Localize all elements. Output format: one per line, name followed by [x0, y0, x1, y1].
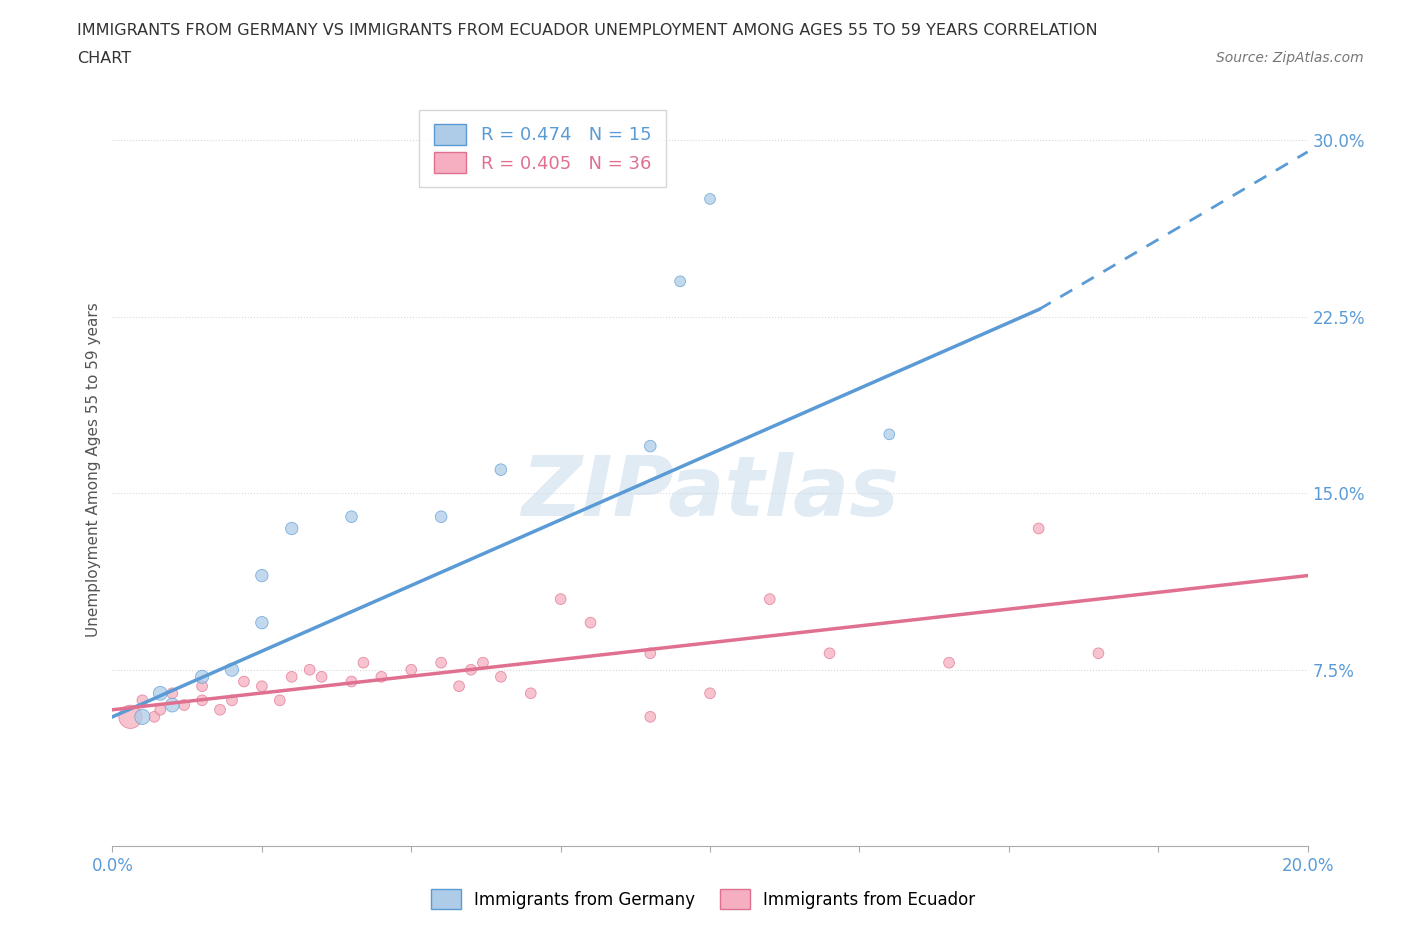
Point — [250, 616, 273, 631]
Point — [640, 645, 662, 660]
Point — [640, 710, 662, 724]
Point — [550, 591, 572, 606]
Text: IMMIGRANTS FROM GERMANY VS IMMIGRANTS FROM ECUADOR UNEMPLOYMENT AMONG AGES 55 TO: IMMIGRANTS FROM GERMANY VS IMMIGRANTS FR… — [77, 23, 1098, 38]
Point — [489, 462, 512, 477]
Point — [131, 710, 153, 724]
Point — [209, 702, 232, 717]
Point — [120, 710, 142, 724]
Point — [401, 662, 423, 677]
Point — [162, 685, 183, 700]
Point — [520, 685, 543, 700]
Legend: R = 0.474   N = 15, R = 0.405   N = 36: R = 0.474 N = 15, R = 0.405 N = 36 — [419, 110, 666, 187]
Point — [191, 670, 214, 684]
Point — [699, 192, 721, 206]
Y-axis label: Unemployment Among Ages 55 to 59 years: Unemployment Among Ages 55 to 59 years — [86, 302, 101, 637]
Point — [131, 693, 153, 708]
Point — [759, 591, 782, 606]
Point — [370, 670, 392, 684]
Legend: Immigrants from Germany, Immigrants from Ecuador: Immigrants from Germany, Immigrants from… — [422, 881, 984, 917]
Point — [311, 670, 333, 684]
Point — [340, 510, 363, 525]
Point — [149, 685, 172, 700]
Point — [460, 662, 482, 677]
Text: Source: ZipAtlas.com: Source: ZipAtlas.com — [1216, 51, 1364, 65]
Point — [699, 685, 721, 700]
Text: ZIPatlas: ZIPatlas — [522, 452, 898, 533]
Point — [640, 439, 662, 454]
Point — [430, 656, 453, 671]
Point — [879, 427, 901, 442]
Point — [489, 670, 512, 684]
Point — [1087, 645, 1109, 660]
Point — [250, 679, 273, 694]
Point — [250, 568, 273, 583]
Point — [472, 656, 495, 671]
Point — [221, 693, 243, 708]
Point — [191, 679, 214, 694]
Point — [669, 274, 692, 289]
Point — [298, 662, 321, 677]
Point — [938, 656, 960, 671]
Point — [579, 616, 602, 631]
Point — [162, 698, 183, 712]
Point — [173, 698, 195, 712]
Point — [143, 710, 166, 724]
Point — [449, 679, 471, 694]
Point — [233, 674, 256, 689]
Point — [340, 674, 363, 689]
Point — [281, 521, 304, 536]
Text: CHART: CHART — [77, 51, 131, 66]
Point — [1028, 521, 1050, 536]
Point — [430, 510, 453, 525]
Point — [191, 693, 214, 708]
Point — [149, 702, 172, 717]
Point — [269, 693, 291, 708]
Point — [818, 645, 841, 660]
Point — [221, 662, 243, 677]
Point — [353, 656, 375, 671]
Point — [281, 670, 304, 684]
